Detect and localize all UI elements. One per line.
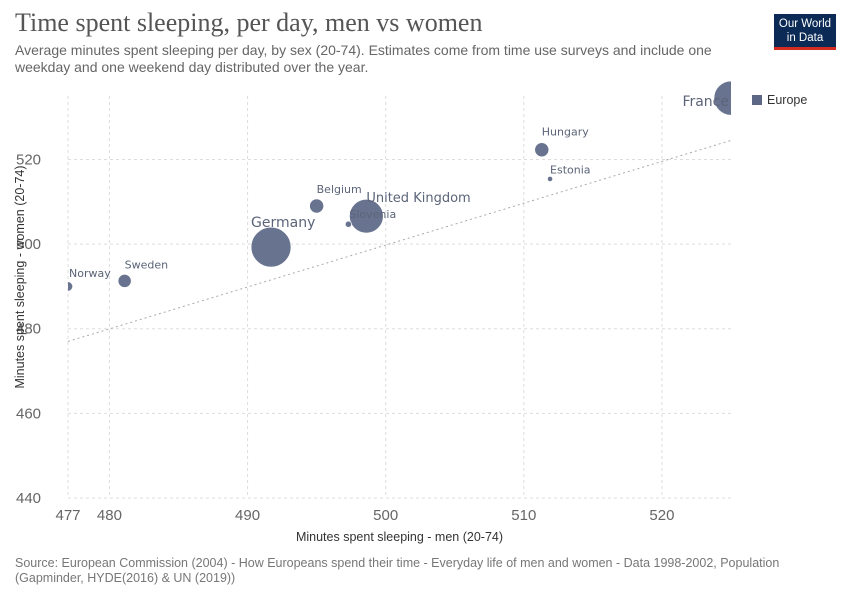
point-label-sweden: Sweden [125,258,168,271]
logo-line1: Our World [778,18,832,30]
x-tick-label: 500 [373,507,398,524]
data-point-germany[interactable] [250,226,292,268]
source-note: Source: European Commission (2004) - How… [15,556,780,585]
data-point-united-kingdom[interactable] [349,198,384,234]
point-label-france: France [682,94,729,110]
x-tick-label: 520 [649,507,674,524]
y-tick-label: 460 [16,405,41,422]
data-point-estonia[interactable] [547,176,553,182]
trend-line [67,139,732,342]
legend-swatch-europe [752,95,762,105]
data-point-belgium[interactable] [309,198,324,214]
y-tick-label: 500 [16,236,41,253]
x-tick-label: 490 [235,507,260,524]
data-point-hungary[interactable] [534,142,550,158]
x-axis-title: Minutes spent sleeping - men (20-74) [296,530,503,544]
point-label-united-kingdom: United Kingdom [366,191,470,206]
point-label-norway: Norway [69,267,111,280]
y-tick-label: 480 [16,321,41,338]
point-label-belgium: Belgium [317,183,362,196]
point-label-germany: Germany [251,215,315,231]
data-point-slovenia[interactable] [344,220,352,228]
y-tick-label: 440 [16,490,41,507]
data-point-sweden[interactable] [117,274,132,288]
x-tick-label: 477 [55,507,80,524]
owid-logo[interactable]: Our World in Data [774,14,836,50]
point-label-hungary: Hungary [542,126,589,139]
point-label-slovenia: Slovenia [349,208,396,221]
chart-subtitle: Average minutes spent sleeping per day, … [15,42,712,75]
point-label-estonia: Estonia [550,163,591,176]
chart-title: Time spent sleeping, per day, men vs wom… [15,8,483,37]
x-tick-label: 480 [97,507,122,524]
y-axis-title: Minutes spent sleeping - women (20-74) [13,165,27,388]
legend-label-europe: Europe [767,93,807,107]
y-tick-label: 520 [16,151,41,168]
data-point-norway[interactable] [63,281,73,292]
data-point-france[interactable] [713,80,748,116]
logo-line2: in Data [786,32,824,44]
x-tick-label: 510 [511,507,536,524]
